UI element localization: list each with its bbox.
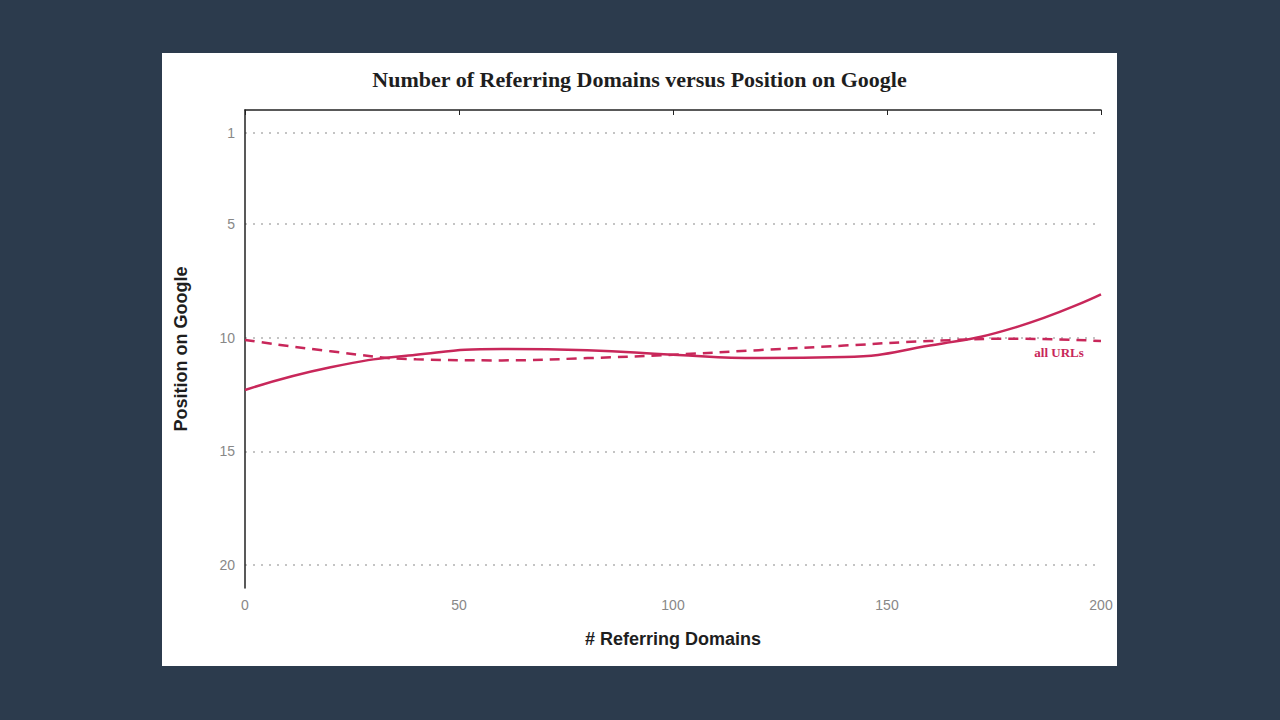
svg-text:1: 1 xyxy=(227,125,235,141)
svg-text:Number of Referring Domains ve: Number of Referring Domains versus Posit… xyxy=(372,67,907,92)
svg-text:all URLs: all URLs xyxy=(1034,345,1083,360)
svg-text:150: 150 xyxy=(875,597,899,613)
svg-text:20: 20 xyxy=(219,557,235,573)
svg-text:200: 200 xyxy=(1089,597,1113,613)
svg-text:50: 50 xyxy=(451,597,467,613)
svg-text:15: 15 xyxy=(219,443,235,459)
svg-text:100: 100 xyxy=(661,597,685,613)
svg-text:10: 10 xyxy=(219,330,235,346)
svg-text:Position on Google: Position on Google xyxy=(171,267,191,432)
svg-text:# Referring Domains: # Referring Domains xyxy=(585,629,761,649)
svg-text:0: 0 xyxy=(241,597,249,613)
svg-text:5: 5 xyxy=(227,216,235,232)
